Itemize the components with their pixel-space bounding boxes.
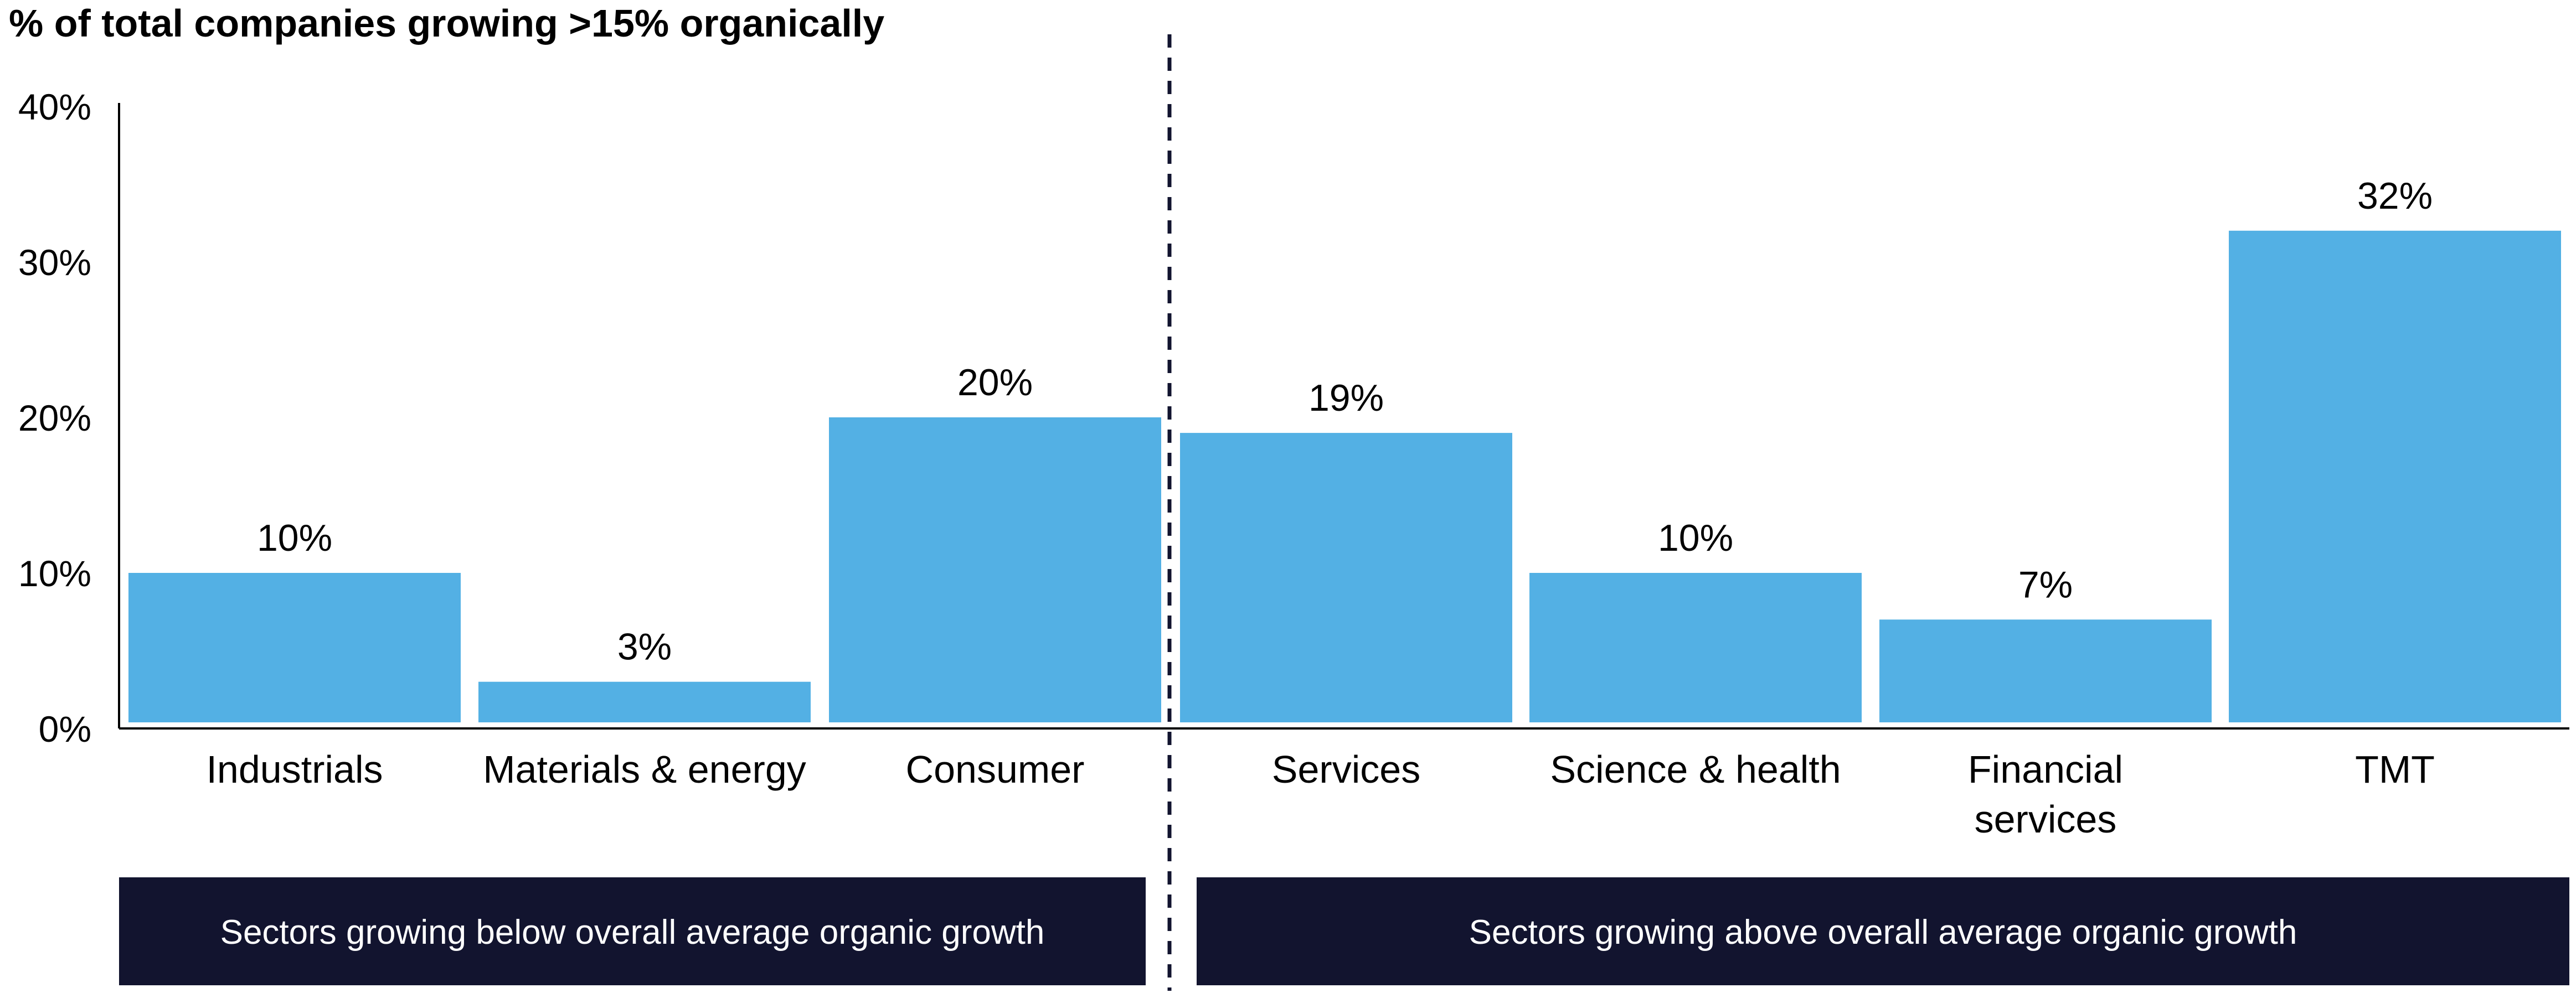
- category-label: Services: [1272, 748, 1420, 791]
- group-label: Sectors growing below overall average or…: [220, 913, 1045, 952]
- group-boxes: Sectors growing below overall average or…: [119, 877, 2569, 985]
- y-axis: 0% 10% 20% 30% 40%: [18, 86, 2569, 749]
- bar-value-label: 10%: [1658, 517, 1733, 559]
- group-label: Sectors growing above overall average or…: [1469, 913, 2297, 952]
- bar: [1180, 433, 1512, 722]
- y-tick-label: 40%: [18, 86, 91, 127]
- category-label: Science & health: [1550, 748, 1841, 791]
- group-box: [1197, 877, 2569, 985]
- category-label: Financial: [1968, 748, 2123, 791]
- category-label: TMT: [2355, 748, 2435, 791]
- bar: [1529, 573, 1862, 722]
- y-tick-label: 20%: [18, 397, 91, 438]
- y-tick-label: 10%: [18, 553, 91, 594]
- category-labels: Industrials Materials & energy Consumer Ser…: [206, 748, 2434, 841]
- y-tick-label: 0%: [39, 709, 91, 749]
- bar-value-label: 19%: [1308, 377, 1384, 419]
- bar-value-label: 7%: [2018, 563, 2073, 606]
- bar: [2229, 230, 2561, 722]
- bar-value-label: 10%: [257, 517, 332, 559]
- y-tick-label: 30%: [18, 242, 91, 283]
- chart-title: % of total companies growing >15% organi…: [9, 2, 884, 45]
- bar-value-label: 3%: [617, 626, 672, 668]
- category-label: Consumer: [906, 748, 1085, 791]
- category-label: Industrials: [206, 748, 383, 791]
- category-label: Materials & energy: [483, 748, 806, 791]
- group-box: [119, 877, 1146, 985]
- bar: [478, 681, 811, 722]
- bar: [1879, 619, 2212, 722]
- bar: [128, 573, 461, 722]
- bar: [829, 417, 1161, 722]
- bar-value-label: 32%: [2357, 175, 2433, 217]
- bars: 10% 3% 20% 19% 10% 7% 32%: [128, 175, 2561, 722]
- bar-value-label: 20%: [957, 361, 1033, 404]
- category-label: services: [1975, 798, 2117, 841]
